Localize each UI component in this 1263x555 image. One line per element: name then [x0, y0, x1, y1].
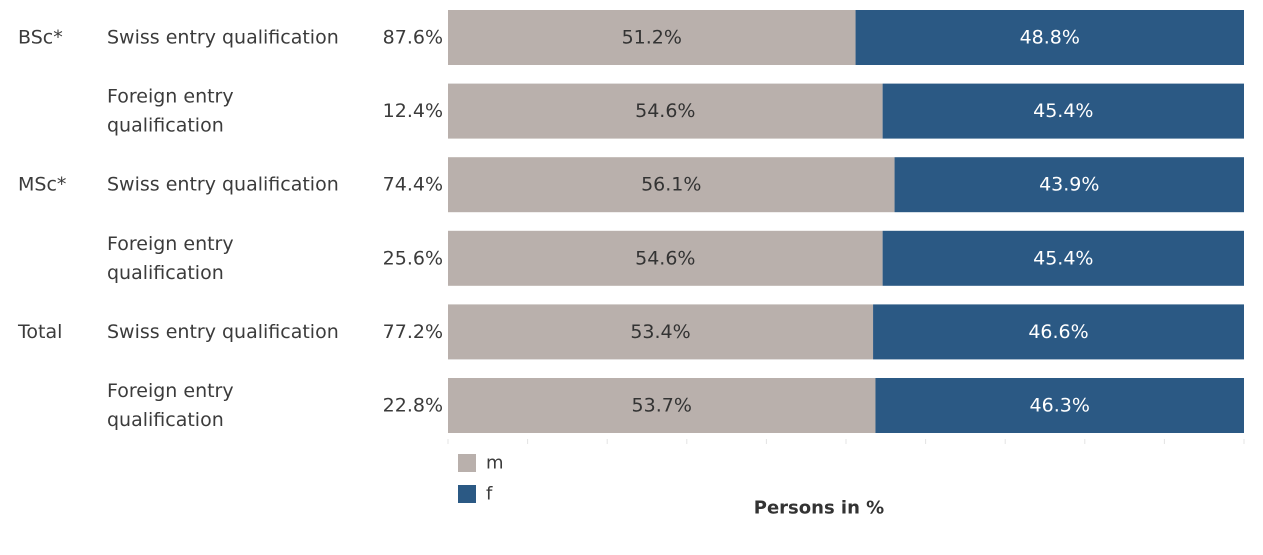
category-label: Swiss entry qualification: [107, 174, 339, 196]
category-label: qualification: [107, 409, 224, 431]
category-label: Foreign entry: [107, 86, 234, 108]
share-label: 25.6%: [383, 247, 443, 269]
category-label: qualification: [107, 115, 224, 137]
category-label: Foreign entry: [107, 380, 234, 402]
data-label-f: 45.4%: [1033, 100, 1093, 122]
bar-segment-f: [855, 10, 1244, 65]
bar-segment-f: [875, 378, 1244, 433]
share-label: 12.4%: [383, 100, 443, 122]
share-label: 74.4%: [383, 174, 443, 196]
data-label-f: 48.8%: [1020, 27, 1080, 49]
share-label: 77.2%: [383, 321, 443, 343]
data-label-m: 54.6%: [635, 247, 695, 269]
bar-segment-m: [448, 378, 876, 433]
share-label: 22.8%: [383, 395, 443, 417]
bar-segment-f: [882, 230, 1244, 286]
legend-label-m: m: [486, 453, 504, 474]
bar-segment-f: [873, 304, 1244, 360]
data-label-m: 53.4%: [630, 321, 690, 343]
bar-segment-m: [448, 230, 883, 286]
category-label: Swiss entry qualification: [107, 27, 339, 49]
data-label-m: 51.2%: [622, 27, 682, 49]
data-label-f: 46.3%: [1030, 395, 1090, 417]
category-label: qualification: [107, 262, 224, 284]
group-label: Total: [17, 321, 62, 343]
data-label-m: 54.6%: [635, 100, 695, 122]
legend-swatch-m: [458, 454, 476, 472]
data-label-m: 53.7%: [632, 395, 692, 417]
x-axis-title: Persons in %: [754, 498, 884, 519]
share-label: 87.6%: [383, 27, 443, 49]
bar-segment-m: [448, 10, 856, 65]
bar-segment-m: [448, 157, 895, 213]
legend-swatch-f: [458, 485, 476, 503]
bar-segment-f: [894, 157, 1244, 213]
category-label: Foreign entry: [107, 233, 234, 255]
group-label: MSc*: [18, 174, 66, 196]
data-label-m: 56.1%: [641, 174, 701, 196]
category-label: Swiss entry qualification: [107, 321, 339, 343]
group-label: BSc*: [18, 27, 63, 49]
data-label-f: 46.6%: [1028, 321, 1088, 343]
bar-segment-m: [448, 83, 883, 139]
bar-segment-m: [448, 304, 874, 360]
data-label-f: 45.4%: [1033, 247, 1093, 269]
bar-segment-f: [882, 83, 1244, 139]
data-label-f: 43.9%: [1039, 174, 1099, 196]
legend-label-f: f: [486, 484, 493, 505]
